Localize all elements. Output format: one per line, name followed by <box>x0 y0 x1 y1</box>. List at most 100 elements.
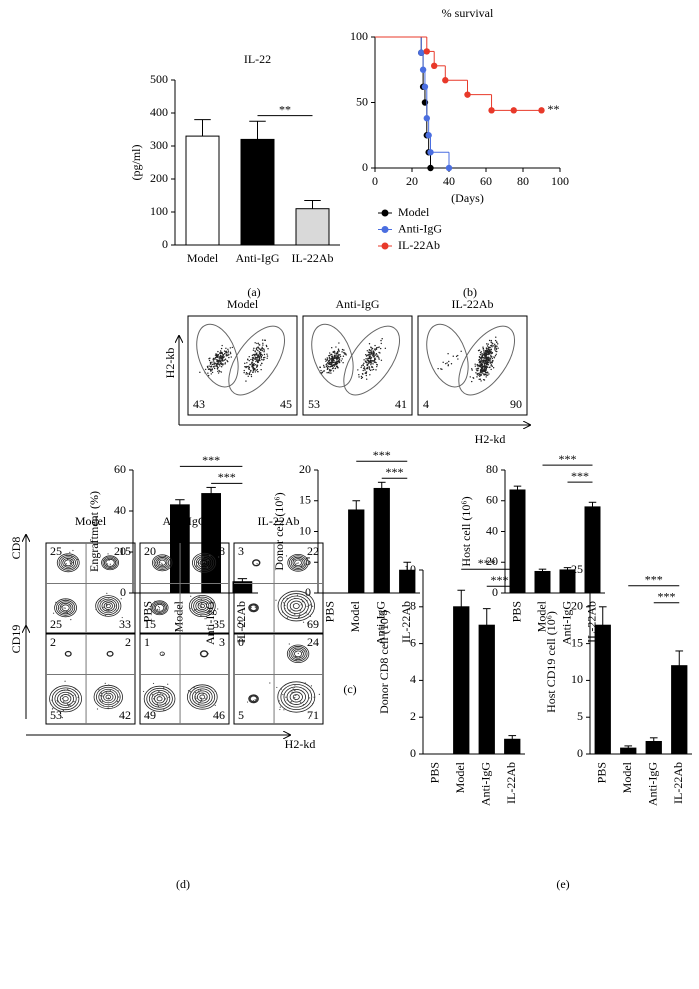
cell-dot <box>99 699 102 701</box>
row-label: CD8 <box>9 537 23 560</box>
cell-dot <box>302 600 304 603</box>
cell-dot <box>491 360 494 362</box>
gate-value: 90 <box>510 397 522 411</box>
quadrant-value: 25 <box>50 617 62 631</box>
cell-dot <box>485 351 487 353</box>
cell-dot <box>363 366 366 368</box>
point <box>427 149 434 156</box>
x-tick-label: 100 <box>551 174 569 188</box>
cell-dot <box>329 370 331 372</box>
cell-dot <box>378 358 380 360</box>
cell-dot <box>157 687 159 690</box>
point <box>445 164 453 172</box>
cell-dot <box>309 604 311 606</box>
cell-dot <box>485 348 488 350</box>
plot-frame <box>302 315 413 416</box>
cell-dot <box>95 608 97 611</box>
x-tick-label: IL-22Ab <box>399 601 413 643</box>
cell-dot <box>118 696 120 698</box>
cell-dot <box>115 604 117 606</box>
cell-dot <box>335 353 338 355</box>
cell-dot <box>248 368 250 371</box>
x-tick-label: Model <box>187 251 219 265</box>
cell-dot <box>204 561 206 564</box>
cell-dot <box>228 356 230 359</box>
quadrant-value: 20 <box>144 544 156 558</box>
cell-dot <box>220 356 222 359</box>
contour <box>107 651 114 657</box>
contour <box>65 651 72 657</box>
cell-dot <box>108 559 110 561</box>
cell-dot <box>71 556 73 558</box>
cell-dot <box>67 703 69 705</box>
cell-dot <box>103 605 105 607</box>
cell-dot <box>303 688 305 690</box>
cell-dot <box>471 380 473 383</box>
cell-dot <box>368 355 371 357</box>
cell-dot <box>57 607 60 609</box>
cell-dot <box>161 562 163 564</box>
cell-dot <box>491 361 493 364</box>
cell-dot <box>216 359 218 362</box>
y-tick-label: 10 <box>571 672 583 686</box>
cell-dot <box>254 606 256 608</box>
cell-dot <box>56 699 58 702</box>
y-tick-label: 2 <box>410 709 416 723</box>
cell-dot <box>225 351 227 354</box>
cell-dot <box>214 362 216 364</box>
cell-dot <box>211 371 214 374</box>
cell-dot <box>164 555 166 557</box>
cell-dot <box>364 372 366 374</box>
legend-marker <box>381 242 389 250</box>
cell-dot <box>250 375 253 378</box>
contour <box>103 602 113 610</box>
cell-dot <box>211 368 213 370</box>
cell-dot <box>337 354 340 356</box>
quadrant-value: 15 <box>119 544 131 558</box>
cell-dot <box>227 348 229 351</box>
cell-dot <box>65 610 67 612</box>
cell-dot <box>375 369 377 371</box>
cell-dot <box>106 563 109 565</box>
contour <box>159 651 165 656</box>
cell-dot <box>373 361 376 363</box>
x-tick-label: PBS <box>323 601 337 622</box>
cell-dot <box>330 356 333 358</box>
contour <box>286 598 306 614</box>
cell-dot <box>480 364 482 366</box>
x-tick-label: PBS <box>595 762 609 783</box>
y-tick-label: 15 <box>299 493 311 507</box>
cell-dot <box>486 351 488 354</box>
cell-dot <box>481 356 483 358</box>
cell-dot <box>339 353 341 356</box>
cell-dot <box>156 703 158 705</box>
cell-dot <box>380 339 382 342</box>
cell-dot <box>108 651 111 653</box>
cell-dot <box>221 352 224 355</box>
cell-dot <box>299 613 301 615</box>
cell-dot <box>497 347 499 349</box>
cell-dot <box>288 643 290 645</box>
cell-dot <box>73 701 75 703</box>
contour <box>249 604 258 611</box>
cell-dot <box>481 354 483 356</box>
cell-dot <box>260 362 263 365</box>
cell-dot <box>157 605 160 608</box>
cell-dot <box>208 602 211 604</box>
y-tick-label: 500 <box>150 72 168 86</box>
cell-dot <box>300 701 302 703</box>
cell-dot <box>214 690 216 693</box>
cell-dot <box>219 350 222 352</box>
cell-dot <box>108 684 110 686</box>
gate <box>343 325 400 396</box>
cell-dot <box>111 706 113 708</box>
cell-dot <box>256 352 258 354</box>
cell-dot <box>269 682 271 684</box>
cell-dot <box>249 363 251 366</box>
cell-dot <box>65 599 67 601</box>
cell-dot <box>280 688 282 690</box>
cell-dot <box>77 558 79 561</box>
cell-dot <box>162 703 164 706</box>
cell-dot <box>116 610 118 612</box>
